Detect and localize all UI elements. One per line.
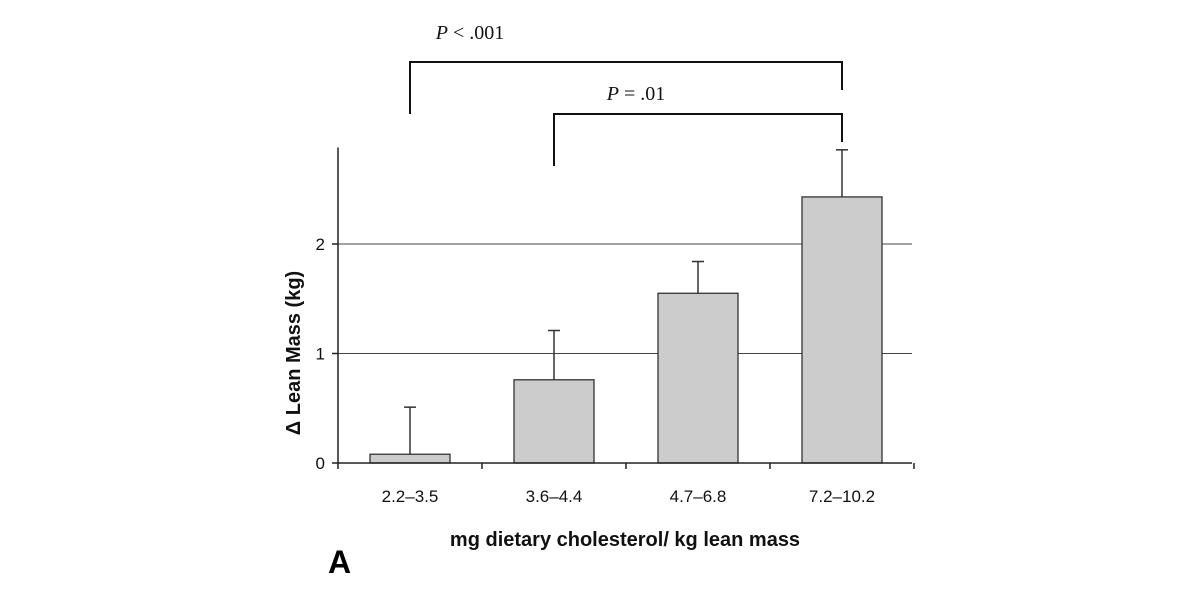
y-tick-label-0: 0 — [316, 454, 325, 473]
x-axis-title: mg dietary cholesterol/ kg lean mass — [450, 529, 800, 551]
significance-bracket-0 — [409, 61, 843, 114]
y-tick-label-1: 1 — [316, 345, 325, 364]
x-tick-label-0: 2.2–3.5 — [382, 487, 439, 506]
bar-2 — [657, 292, 739, 464]
significance-label-1: P = .01 — [606, 83, 666, 105]
x-tick-label-2: 4.7–6.8 — [670, 487, 727, 506]
x-tick-label-3: 7.2–10.2 — [809, 487, 875, 506]
bar-1 — [513, 379, 595, 464]
bar-0 — [369, 453, 451, 464]
y-tick-label-2: 2 — [316, 235, 325, 254]
error-bar-1 — [548, 329, 560, 380]
panel-label: A — [328, 544, 351, 580]
significance-bracket-1 — [553, 113, 843, 166]
x-tick-label-1: 3.6–4.4 — [526, 487, 583, 506]
error-bar-3 — [836, 149, 848, 197]
significance-label-0: P < .001 — [435, 22, 505, 44]
error-bar-2 — [692, 260, 704, 294]
error-bar-0 — [404, 406, 416, 455]
bar-3 — [801, 196, 883, 464]
y-axis-title: Δ Lean Mass (kg) — [283, 271, 305, 435]
